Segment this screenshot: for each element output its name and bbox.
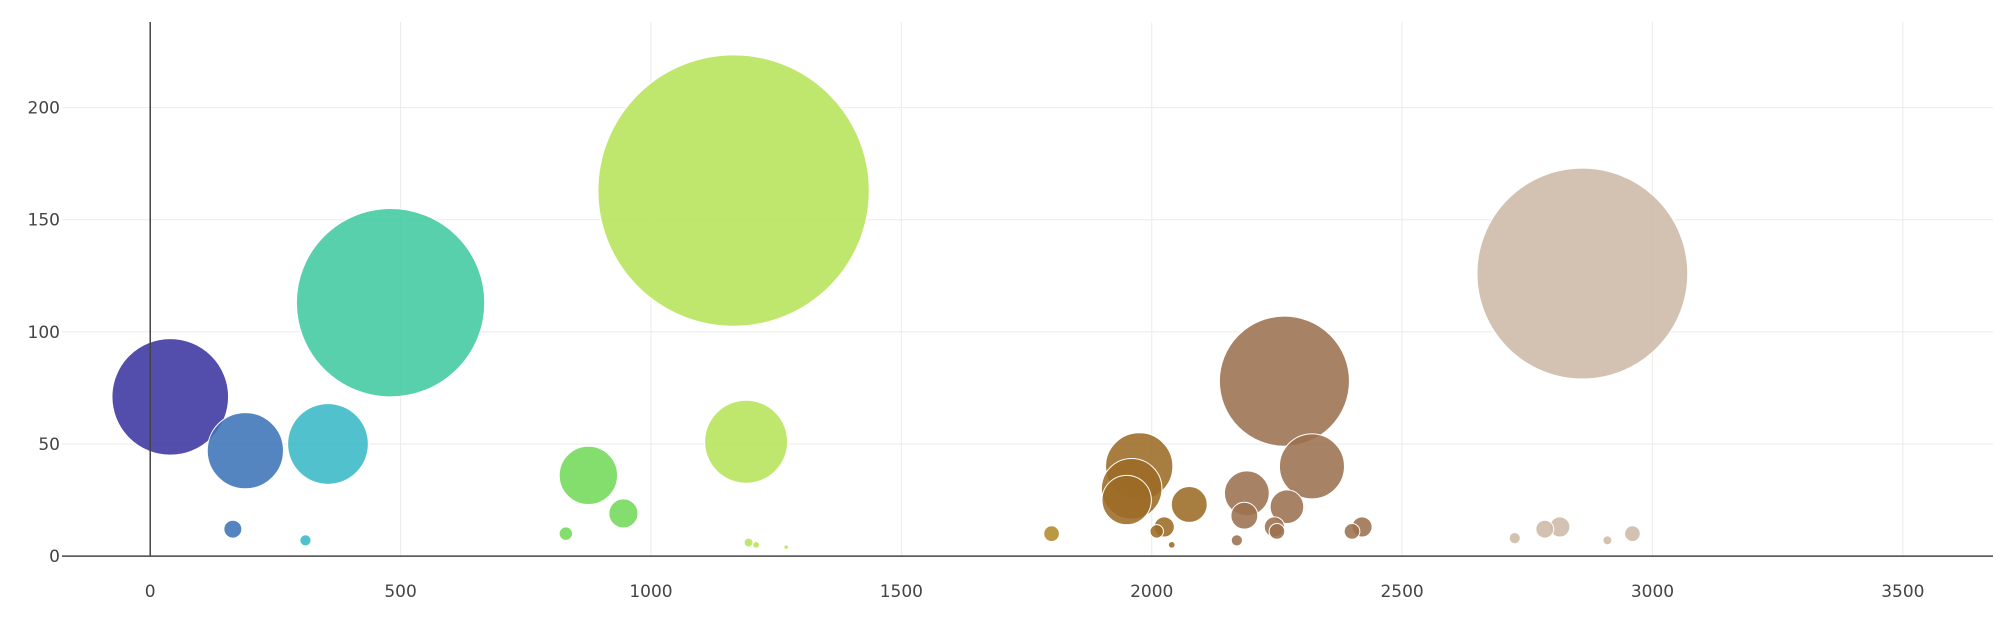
bubble-point: [783, 544, 789, 550]
bubble-point: [558, 445, 619, 505]
bubble-point: [1535, 519, 1555, 539]
bubble-point: [206, 412, 284, 490]
bubble-point: [287, 403, 369, 485]
bubble-point: [1170, 486, 1208, 523]
bubble-point: [1278, 433, 1345, 500]
x-tick-label: 2000: [1130, 582, 1173, 602]
bubble-point: [752, 540, 760, 549]
x-tick-labels: 0 500 1000 1500 2000 2500 3000 3500: [145, 582, 1925, 602]
x-tick-label: 3500: [1881, 582, 1924, 602]
bubble-point: [299, 534, 312, 547]
x-tick-label: 500: [384, 582, 416, 602]
y-tick-label: 50: [38, 435, 60, 455]
bubbles: [111, 54, 1689, 550]
bubble-point: [111, 338, 230, 456]
bubble-point: [1624, 525, 1641, 542]
x-tick-label: 1500: [880, 582, 923, 602]
bubble-point: [1268, 523, 1286, 540]
x-tick-label: 1000: [629, 582, 672, 602]
bubble-point: [608, 498, 639, 529]
bubble-point: [1269, 489, 1305, 525]
bubble-point: [597, 54, 870, 327]
bubble-point: [1149, 524, 1164, 539]
bubble-point: [1230, 501, 1259, 530]
bubble-point: [1602, 535, 1613, 546]
bubble-point: [704, 399, 789, 484]
y-tick-labels: 0 50 100 150 200: [28, 99, 60, 567]
x-tick-label: 0: [145, 582, 156, 602]
bubble-point: [1508, 532, 1521, 545]
bubble-point: [1101, 474, 1152, 526]
bubble-point: [1230, 534, 1243, 547]
bubble-point: [1343, 523, 1361, 540]
bubble-point: [223, 519, 243, 539]
y-tick-label: 200: [28, 99, 60, 119]
bubble-point: [1476, 167, 1689, 380]
x-tick-label: 2500: [1380, 582, 1423, 602]
y-tick-label: 100: [28, 323, 60, 343]
bubble-point: [1043, 525, 1060, 542]
bubble-point: [1167, 540, 1176, 549]
x-tick-label: 3000: [1631, 582, 1674, 602]
y-tick-label: 150: [28, 211, 60, 231]
y-tick-label: 0: [49, 547, 60, 567]
axes: [62, 22, 1993, 557]
bubble-point: [743, 537, 754, 548]
bubble-point: [1218, 315, 1350, 447]
bubble-point: [558, 526, 574, 541]
bubble-point: [295, 208, 486, 398]
